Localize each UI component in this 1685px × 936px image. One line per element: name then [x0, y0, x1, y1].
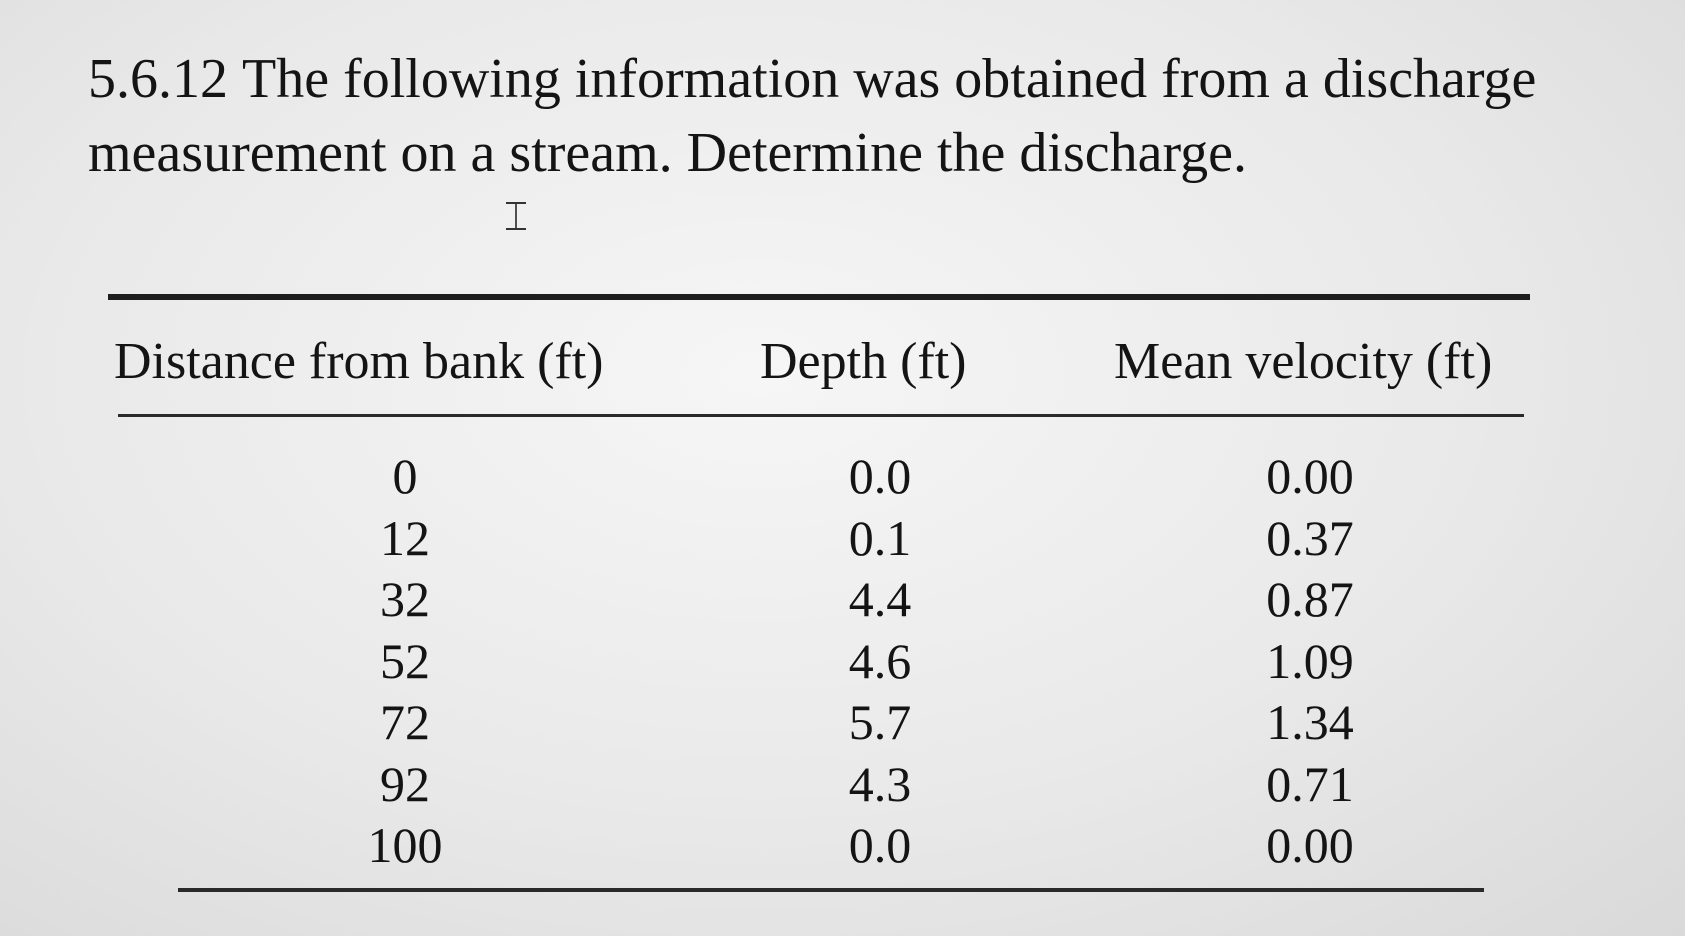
- distance-cell: 52: [380, 632, 430, 689]
- depth-column: 0.0 0.1 4.4 4.6 5.7 4.3 0.0: [820, 446, 940, 877]
- distance-cell: 0: [392, 448, 418, 504]
- distance-column: 0 12 32 52 72 92 100: [340, 446, 470, 877]
- velocity-cell: 0.37: [1266, 509, 1354, 566]
- distance-cell: 100: [367, 817, 443, 873]
- header-velocity: Mean velocity (ft): [1114, 333, 1493, 390]
- distance-cell: 72: [380, 694, 430, 750]
- velocity-cell: 1.09: [1266, 632, 1354, 689]
- velocity-cell: 0.00: [1266, 448, 1354, 504]
- depth-cell: 4.4: [848, 571, 912, 627]
- table-header-rule: [118, 414, 1524, 417]
- header-depth: Depth (ft): [760, 333, 967, 390]
- velocity-column: 0.00 0.37 0.87 1.09 1.34 0.71 0.00: [1240, 446, 1380, 877]
- velocity-cell: 1.34: [1266, 694, 1354, 750]
- velocity-cell: 0.00: [1266, 817, 1354, 873]
- problem-number: 5.6.12: [88, 48, 228, 110]
- depth-cell: 0.1: [848, 509, 912, 566]
- text-cursor-icon: ⌶: [504, 194, 528, 240]
- depth-cell: 4.3: [848, 755, 912, 812]
- depth-cell: 4.6: [848, 632, 912, 689]
- distance-cell: 12: [380, 509, 430, 566]
- depth-cell: 5.7: [848, 694, 912, 750]
- table-bottom-rule: [178, 888, 1484, 892]
- header-distance: Distance from bank (ft): [114, 333, 604, 390]
- velocity-cell: 0.87: [1266, 571, 1354, 627]
- depth-cell: 0.0: [848, 817, 912, 873]
- table-top-rule: [108, 294, 1530, 300]
- problem-text: The following information was obtained f…: [88, 48, 1537, 184]
- distance-cell: 92: [380, 755, 430, 812]
- distance-cell: 32: [380, 571, 430, 627]
- depth-cell: 0.0: [848, 448, 912, 504]
- problem-statement: 5.6.12 The following information was obta…: [88, 42, 1588, 190]
- velocity-cell: 0.71: [1266, 755, 1354, 812]
